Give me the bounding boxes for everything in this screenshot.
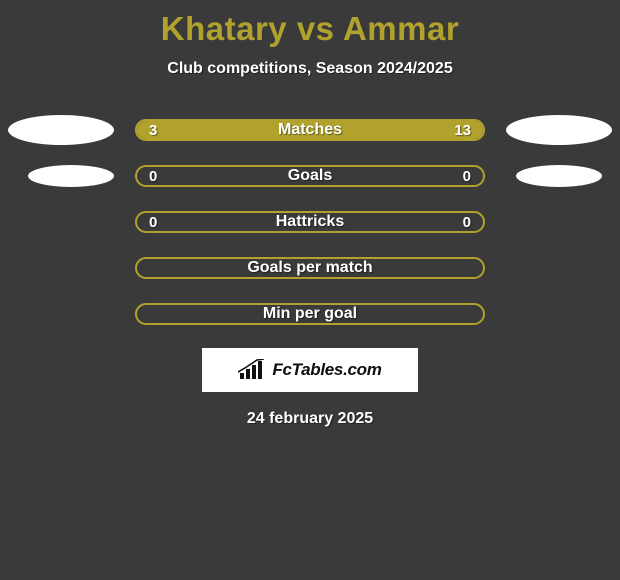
stat-row: Min per goal [0, 302, 620, 326]
chart-icon [238, 359, 268, 381]
stat-value-right: 0 [463, 168, 471, 185]
stat-label: Goals [137, 167, 483, 185]
stat-row: 0 Goals 0 [0, 164, 620, 188]
stat-bar-min-per-goal: Min per goal [135, 303, 485, 325]
page-subtitle: Club competitions, Season 2024/2025 [0, 60, 620, 78]
stat-bar-goals-per-match: Goals per match [135, 257, 485, 279]
logo-text: FcTables.com [272, 360, 381, 380]
stat-bar-hattricks: 0 Hattricks 0 [135, 211, 485, 233]
stat-bar-matches: 3 Matches 13 [135, 119, 485, 141]
stat-value-right: 0 [463, 214, 471, 231]
stat-rows: 3 Matches 13 0 Goals 0 0 Hattricks [0, 118, 620, 326]
stat-row: 0 Hattricks 0 [0, 210, 620, 234]
player-ellipse-left [28, 165, 114, 187]
stat-label: Min per goal [137, 305, 483, 323]
player-ellipse-right [506, 115, 612, 145]
stat-label: Goals per match [137, 259, 483, 277]
player-ellipse-right [516, 165, 602, 187]
comparison-infographic: Khatary vs Ammar Club competitions, Seas… [0, 0, 620, 580]
stat-bar-goals: 0 Goals 0 [135, 165, 485, 187]
player-ellipse-left [8, 115, 114, 145]
page-title: Khatary vs Ammar [0, 0, 620, 48]
stat-label: Hattricks [137, 213, 483, 231]
stat-value-right: 13 [454, 122, 471, 139]
date-text: 24 february 2025 [0, 410, 620, 428]
fctables-logo: FcTables.com [202, 348, 418, 392]
stat-row: Goals per match [0, 256, 620, 280]
stat-label: Matches [137, 121, 483, 139]
stat-row: 3 Matches 13 [0, 118, 620, 142]
